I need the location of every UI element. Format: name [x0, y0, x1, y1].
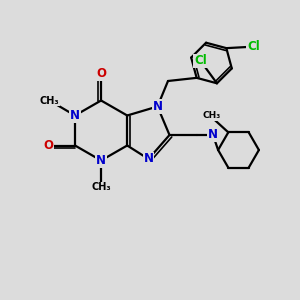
Text: CH₃: CH₃ — [203, 111, 221, 120]
Text: N: N — [70, 109, 80, 122]
Text: N: N — [96, 154, 106, 167]
Text: N: N — [208, 128, 218, 142]
Text: Cl: Cl — [247, 40, 260, 53]
Text: CH₃: CH₃ — [40, 95, 59, 106]
Text: N: N — [152, 100, 163, 113]
Text: CH₃: CH₃ — [91, 182, 111, 193]
Text: N: N — [143, 152, 154, 166]
Text: Cl: Cl — [194, 54, 207, 67]
Text: O: O — [44, 139, 54, 152]
Text: O: O — [96, 67, 106, 80]
